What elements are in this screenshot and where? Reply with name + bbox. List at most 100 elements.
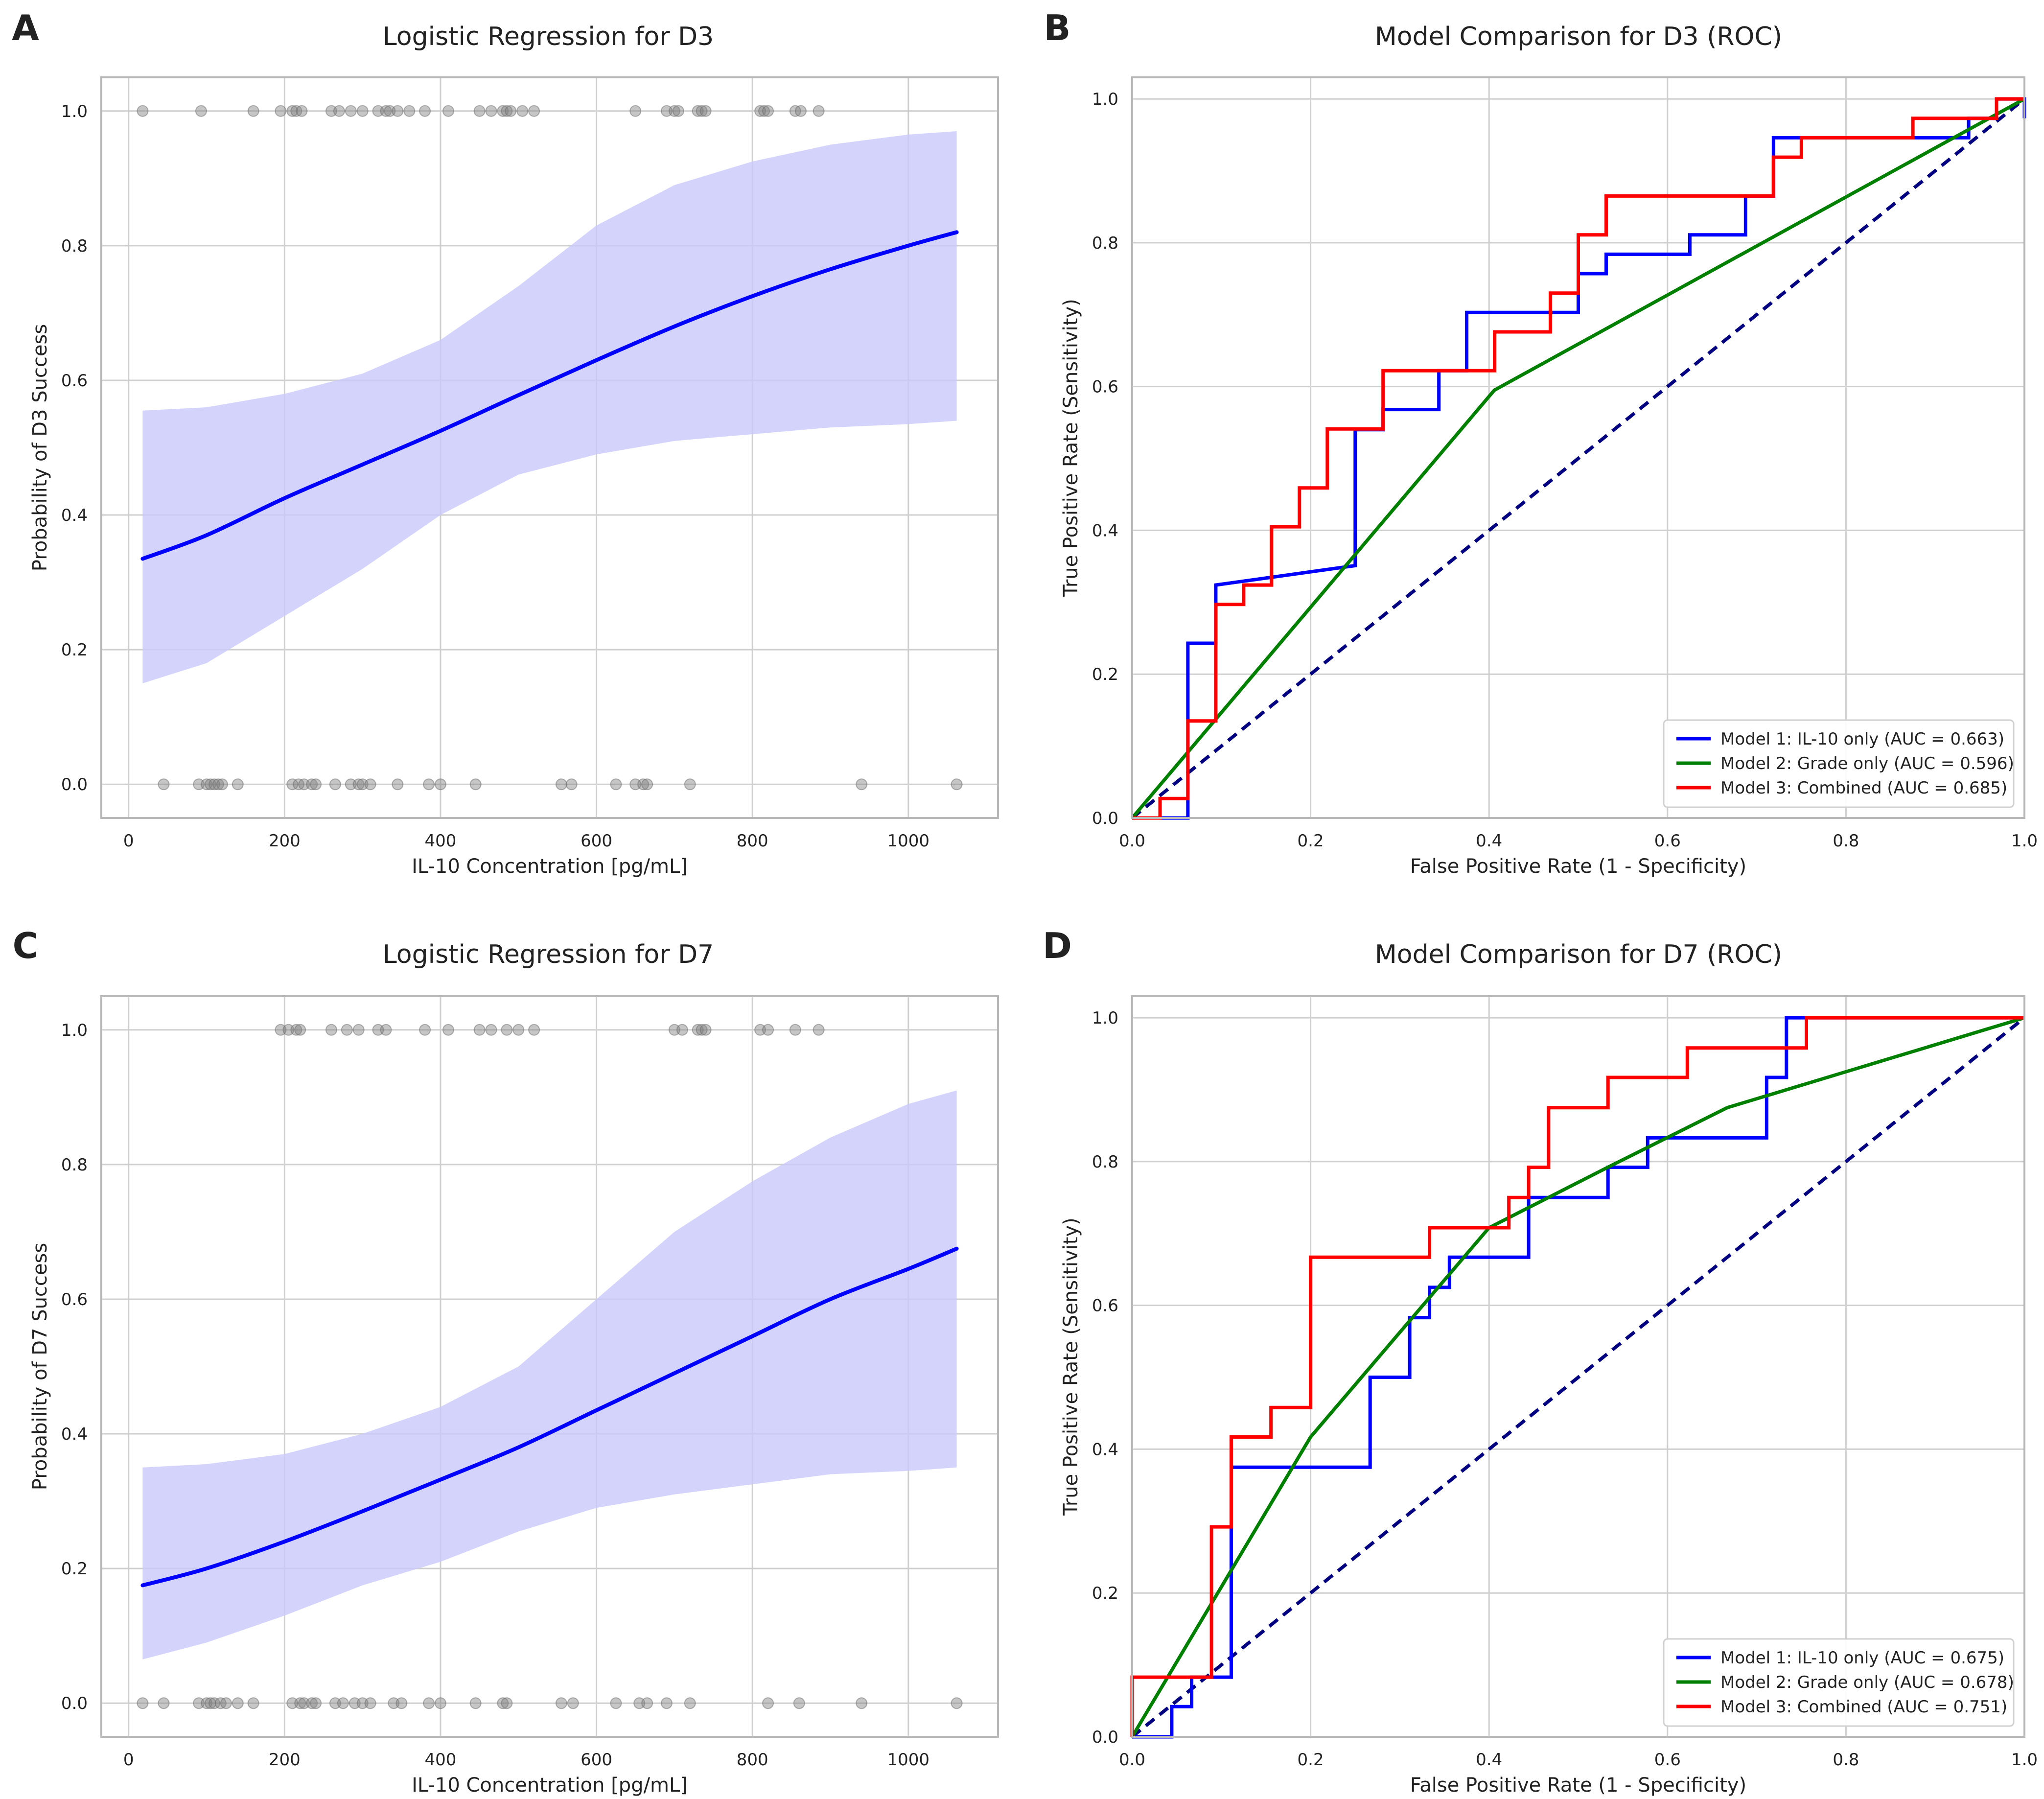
data-point <box>232 778 244 791</box>
confidence-band <box>142 131 957 683</box>
data-point <box>392 778 404 791</box>
panel-letter: A <box>12 7 39 48</box>
data-point <box>352 778 365 791</box>
panel-d: D Model Comparison for D7 (ROC) 0.0 0.2 0.4 0… <box>1043 925 2038 1797</box>
data-point <box>794 105 807 117</box>
x-tick-label: 200 <box>269 1750 301 1770</box>
x-tick-label: 0.0 <box>1119 831 1145 851</box>
data-point <box>516 105 529 117</box>
x-tick-label: 0 <box>123 1750 134 1770</box>
roc-curve-model3 <box>1130 1016 2024 1737</box>
data-point <box>610 778 622 791</box>
y-tick-label: 0.2 <box>1092 1584 1118 1603</box>
y-axis-label: True Positive Rate (Sensitivity) <box>1060 1217 1082 1516</box>
data-point <box>212 778 224 791</box>
x-tick-label: 1000 <box>887 831 930 851</box>
data-point <box>216 778 228 791</box>
data-point <box>419 105 431 117</box>
x-axis-label: False Positive Rate (1 - Specificity) <box>1410 1774 1746 1797</box>
data-point <box>294 1024 306 1036</box>
panel-c: C Logistic Regression for D7 0 200 400 600 800… <box>13 925 999 1797</box>
data-point <box>676 1024 688 1036</box>
data-point <box>310 778 322 791</box>
data-point <box>485 105 497 117</box>
data-point <box>699 1024 712 1036</box>
y-tick-label: 0.8 <box>61 236 88 256</box>
x-tick-label: 0.4 <box>1476 831 1502 851</box>
y-tick-label: 0.6 <box>1092 1296 1118 1316</box>
data-point <box>137 1697 149 1709</box>
y-tick-label: 0.6 <box>1092 377 1118 397</box>
y-tick-label: 0.8 <box>1092 234 1118 253</box>
data-point <box>668 105 680 117</box>
chance-diagonal <box>1131 1016 2026 1738</box>
data-point <box>951 1697 963 1709</box>
panel-letter: B <box>1044 7 1071 48</box>
y-tick-label: 1.0 <box>61 1021 88 1040</box>
data-point <box>660 1697 673 1709</box>
data-point <box>469 1697 482 1709</box>
data-point <box>555 1697 567 1709</box>
data-point <box>762 1024 774 1036</box>
x-tick-label: 200 <box>269 831 301 851</box>
plot-frame <box>100 76 999 819</box>
y-tick-label: 0.0 <box>61 1694 88 1713</box>
data-point <box>419 1024 431 1036</box>
legend-label: Model 1: IL-10 only (AUC = 0.663) <box>1720 729 2004 749</box>
y-tick-label: 0.0 <box>1092 809 1118 828</box>
x-axis-label: False Positive Rate (1 - Specificity) <box>1410 855 1746 878</box>
roc-curve-model2 <box>1131 97 2025 819</box>
x-tick-label: 0.6 <box>1654 1750 1681 1770</box>
data-point <box>395 1697 408 1709</box>
y-tick-label: 0.2 <box>1092 665 1118 684</box>
data-point <box>684 1697 696 1709</box>
data-point <box>158 1697 170 1709</box>
data-point <box>364 778 376 791</box>
legend: Model 1: IL-10 only (AUC = 0.675) Model 2… <box>1663 1638 2015 1727</box>
data-point <box>442 105 454 117</box>
data-point <box>341 1024 353 1036</box>
data-points <box>137 105 963 791</box>
data-point <box>137 105 149 117</box>
data-point <box>629 105 642 117</box>
data-point <box>469 778 482 791</box>
data-point <box>333 105 345 117</box>
data-point <box>528 105 540 117</box>
data-point <box>641 778 653 791</box>
x-tick-label: 1000 <box>887 1750 930 1770</box>
data-point <box>442 1024 454 1036</box>
x-axis-label: IL-10 Concentration [pg/mL] <box>412 1774 688 1797</box>
data-point <box>512 1024 525 1036</box>
y-tick-label: 0.6 <box>61 371 88 391</box>
x-tick-label: 0 <box>123 831 134 851</box>
data-point <box>337 1697 349 1709</box>
y-tick-label: 0.6 <box>61 1290 88 1309</box>
data-point <box>856 1697 868 1709</box>
x-tick-label: 0.2 <box>1298 1750 1324 1770</box>
data-point <box>637 778 650 791</box>
legend-label: Model 3: Combined (AUC = 0.751) <box>1720 1697 2007 1717</box>
x-tick-label: 0.6 <box>1654 831 1681 851</box>
chart-title: Logistic Regression for D7 <box>383 940 714 969</box>
y-tick-label: 0.0 <box>61 775 88 794</box>
data-point <box>789 1024 801 1036</box>
chart-title: Model Comparison for D7 (ROC) <box>1375 940 1782 969</box>
data-point <box>310 1697 322 1709</box>
data-point <box>951 778 963 791</box>
data-point <box>158 778 170 791</box>
legend: Model 1: IL-10 only (AUC = 0.663) Model 2… <box>1663 719 2015 808</box>
data-point <box>762 1697 774 1709</box>
data-point <box>286 105 299 117</box>
data-point <box>364 1697 376 1709</box>
data-point <box>497 1697 509 1709</box>
y-axis-label: True Positive Rate (Sensitivity) <box>1060 299 1082 597</box>
data-point <box>345 105 357 117</box>
y-tick-label: 0.4 <box>61 1425 88 1444</box>
x-tick-label: 1.0 <box>2011 831 2038 851</box>
data-point <box>813 1024 825 1036</box>
data-point <box>758 105 770 117</box>
data-point <box>672 105 684 117</box>
x-tick-label: 0.0 <box>1119 1750 1145 1770</box>
x-tick-label: 600 <box>581 831 612 851</box>
